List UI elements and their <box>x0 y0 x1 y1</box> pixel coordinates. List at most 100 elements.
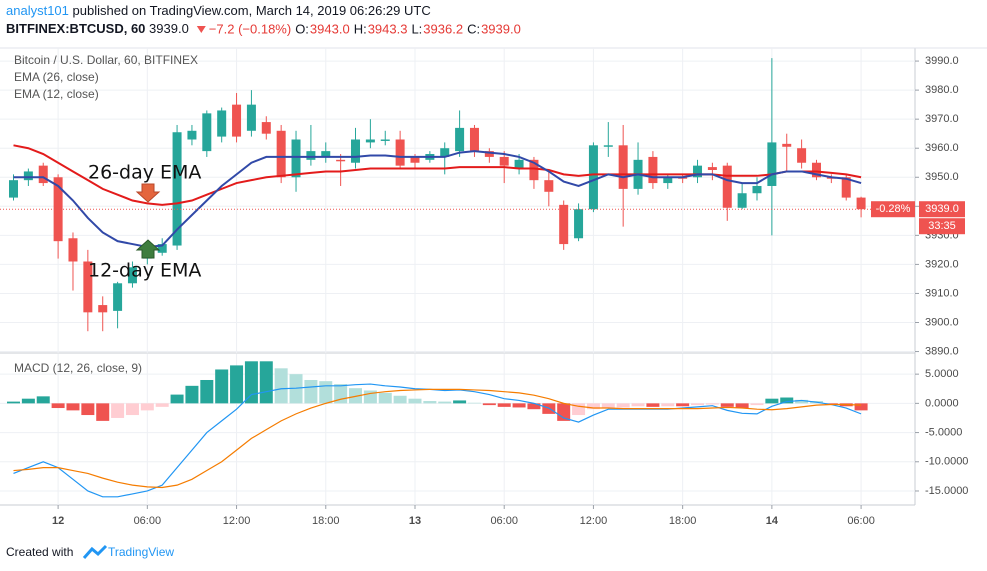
candle-body <box>321 151 331 157</box>
line <box>13 144 862 206</box>
histogram-bar <box>125 403 139 416</box>
y-tick-label: 3980.0 <box>925 84 959 96</box>
histogram-bar <box>691 403 705 406</box>
histogram-bar <box>111 403 125 418</box>
histogram-bar <box>854 403 868 411</box>
histogram-bar <box>646 403 660 407</box>
histogram-bar <box>720 403 734 407</box>
histogram-bar <box>497 403 511 407</box>
price-tag <box>919 201 965 218</box>
last: 3939.0 <box>149 21 189 36</box>
candle-body <box>380 139 390 141</box>
histogram-bar <box>780 397 794 404</box>
countdown-tag <box>919 218 965 235</box>
histogram-bar <box>482 403 496 406</box>
histogram-bar <box>155 403 169 407</box>
candle-body <box>291 139 301 178</box>
histogram-bar <box>453 400 467 404</box>
candle-body <box>127 267 137 284</box>
x-tick-label: 18:00 <box>669 515 697 527</box>
x-tick-label: 12 <box>52 515 64 527</box>
candle-body <box>529 159 539 181</box>
candle-body <box>440 148 450 157</box>
histogram-bar <box>51 403 65 409</box>
candle-body <box>83 261 93 313</box>
y-tick-label: 0.0000 <box>925 397 959 409</box>
histogram-bar <box>601 403 615 409</box>
histogram-bar <box>423 401 437 404</box>
histogram-bar <box>631 403 645 407</box>
candle-body <box>53 177 63 242</box>
candle-body <box>336 159 346 162</box>
annotation: 12-day EMA <box>88 260 201 282</box>
candle-body <box>261 122 271 134</box>
x-tick-label: 12:00 <box>580 515 608 527</box>
candle-body <box>618 145 628 189</box>
y-tick-label: 3890.0 <box>925 345 959 357</box>
histogram-bar <box>616 403 630 408</box>
legend-entry: EMA (12, close) <box>14 87 99 101</box>
change: −7.2 (−0.18%) <box>209 21 291 36</box>
grid-bottom <box>0 354 915 505</box>
candle-body <box>232 104 242 137</box>
line <box>13 388 862 489</box>
price-label: 3939.0 <box>925 203 959 215</box>
candle-body <box>187 130 197 140</box>
histogram-bar <box>96 403 110 421</box>
candle-body <box>455 127 465 152</box>
chart-title: Bitcoin / U.S. Dollar, 60, BITFINEX <box>14 53 198 67</box>
x-tick-label: 13 <box>409 515 421 527</box>
histogram-bar <box>705 403 719 405</box>
histogram-bar <box>66 403 80 411</box>
candle-body <box>23 171 33 181</box>
histogram-bar <box>676 403 690 407</box>
ohlc-value: 3936.2 <box>423 21 463 36</box>
y-tick-label: 3950.0 <box>925 171 959 183</box>
histogram-bar <box>735 403 749 409</box>
ohlc-label: C: <box>467 21 480 36</box>
legend-entry: EMA (26, close) <box>14 70 99 84</box>
candle-body <box>172 132 182 246</box>
x-tick-label: 06:00 <box>490 515 518 527</box>
histogram-bar <box>408 398 422 404</box>
histogram-bar <box>215 369 229 404</box>
candle-body <box>514 159 524 169</box>
candle-body <box>811 162 821 178</box>
histogram-bar <box>378 392 392 404</box>
ohlc-value: 3939.0 <box>481 21 521 36</box>
arrow-down <box>135 183 161 203</box>
footer-brand[interactable]: TradingView <box>108 545 174 559</box>
arrow-up <box>135 239 161 259</box>
candle-body <box>202 113 212 152</box>
author[interactable]: analyst101 <box>6 3 69 18</box>
y-tick-label: 5.0000 <box>925 368 959 380</box>
histogram-bar <box>304 379 318 404</box>
candle-body <box>559 204 569 245</box>
candle-body <box>663 177 673 184</box>
y-tick-label: -10.0000 <box>925 456 968 468</box>
histogram-bar <box>393 395 407 404</box>
y-tick-label: 3900.0 <box>925 316 959 328</box>
y-tick-label: 3970.0 <box>925 113 959 125</box>
annotation: 26-day EMA <box>88 162 201 184</box>
histogram-bar <box>274 368 288 404</box>
candle-body <box>157 244 167 253</box>
candle-body <box>767 142 777 186</box>
histogram-bar <box>795 399 809 404</box>
header-line-1: analyst101 published on TradingView.com,… <box>6 3 431 18</box>
x-tick-label: 14 <box>766 515 779 527</box>
histogram-bar <box>586 403 600 410</box>
candle-body <box>217 110 227 137</box>
x-tick-label: 06:00 <box>134 515 162 527</box>
header-line-2: BITFINEX:BTCUSD, 60 3939.0 <box>6 21 189 36</box>
candle-body <box>410 156 420 163</box>
header-values: −7.2 (−0.18%) O: 3943.0 H: 3943.3 L: 3936.2 C: 3… <box>196 21 521 36</box>
candle-body <box>841 177 851 198</box>
x-tick-label: 12:00 <box>223 515 251 527</box>
macd-plot <box>7 361 868 498</box>
y-tick-label: 3960.0 <box>925 142 959 154</box>
candle-body <box>752 185 762 194</box>
candle-body <box>707 167 717 170</box>
histogram-bar <box>140 403 154 411</box>
